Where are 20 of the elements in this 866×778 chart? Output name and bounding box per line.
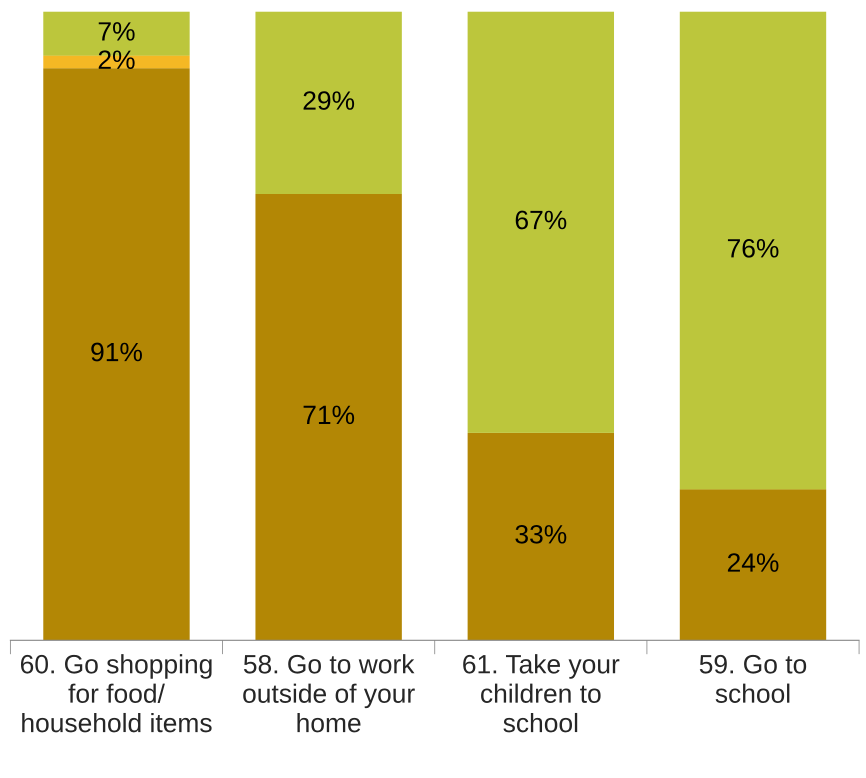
data-label: 2% (98, 50, 135, 69)
data-label: 7% (98, 22, 135, 41)
bar (43, 68, 190, 640)
data-label: 67% (516, 210, 566, 230)
data-label: 33% (515, 524, 566, 544)
data-label: 24% (728, 553, 778, 572)
data-label: 71% (304, 406, 354, 424)
x-tick-label: 59. Go to school (700, 654, 806, 703)
bar (468, 432, 614, 640)
data-label: 76% (728, 238, 778, 258)
data-label: 91% (91, 342, 142, 362)
x-tick-label: 60. Go shopping for food/ household items (20, 654, 212, 732)
data-label: 29% (304, 91, 354, 110)
bar (680, 489, 826, 640)
bar (255, 194, 402, 640)
bar (255, 12, 402, 194)
bar (468, 12, 614, 433)
x-tick-label: 61. Take your children to school (463, 654, 620, 732)
bar (680, 12, 826, 490)
x-tick-label: 58. Go to work outside of your home (243, 654, 415, 732)
